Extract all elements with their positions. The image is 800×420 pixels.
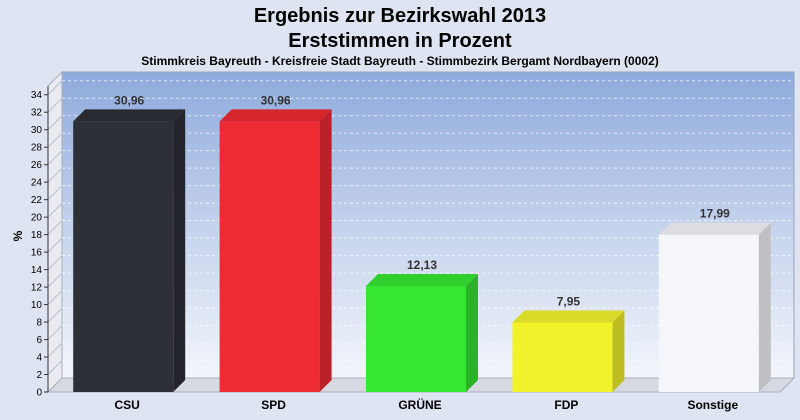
data-label: 12,13 [407, 258, 437, 272]
y-tick-label: 30 [31, 125, 43, 136]
labels: 30,96 CSU 30,96 SPD 12,13 GRÜNE 7,95 FDP 17,99 So… [114, 93, 738, 412]
y-tick-label: 22 [31, 195, 43, 206]
grid-line-side [47, 220, 63, 235]
y-tick-label: 14 [31, 265, 43, 276]
y-tick-label: 34 [31, 90, 43, 101]
y-tick-label: 16 [31, 248, 43, 259]
bar-top [366, 273, 478, 286]
category-label: CSU [115, 398, 140, 412]
bar-front [73, 121, 174, 393]
bar-sonstige [658, 222, 771, 392]
grid-line-side [47, 255, 63, 270]
y-tick-label: 28 [31, 143, 43, 154]
grid-line-side [47, 202, 63, 218]
chart-title: Ergebnis zur Bezirkswahl 2013 [253, 5, 547, 27]
y-tick-label: 12 [31, 283, 43, 294]
category-label: SPD [261, 398, 286, 412]
bar-side [173, 109, 186, 393]
grid-line-side [47, 342, 63, 358]
y-tick-label: 20 [31, 213, 43, 224]
grid-line-side [47, 97, 63, 113]
y-tick-label: 8 [36, 318, 42, 329]
bar-top [73, 109, 186, 122]
bar-csu [73, 109, 186, 393]
y-tick-label: 6 [36, 335, 42, 346]
bar-side [758, 222, 771, 392]
grid-line-side [47, 360, 63, 375]
y-tick-label: 24 [31, 178, 43, 189]
bar-front [366, 285, 466, 392]
bars [73, 109, 771, 393]
bar-side [319, 109, 332, 393]
data-label: 30,96 [114, 93, 144, 107]
bar-top [219, 109, 332, 122]
data-label: 17,99 [700, 207, 730, 221]
bar-top [512, 310, 625, 323]
bar-spd [219, 109, 332, 393]
grid-line-side [47, 237, 63, 253]
grid-line-side [47, 272, 63, 288]
bar-side [466, 273, 478, 392]
grid-line-side [47, 290, 63, 305]
bar-front [219, 121, 320, 393]
y-tick-label: 26 [31, 160, 43, 171]
grid-line-side [47, 132, 63, 148]
grid-line-side [47, 307, 63, 323]
y-tick-label: 4 [36, 353, 42, 364]
bar-fdp [512, 310, 625, 392]
bar-front [512, 322, 613, 392]
grid-line-side [47, 325, 63, 340]
bar-front [658, 234, 759, 392]
y-tick-label: 18 [31, 230, 43, 241]
bar-side [612, 310, 625, 392]
y-tick-label: 10 [31, 300, 43, 311]
bar-grüne [366, 273, 478, 392]
category-label: FDP [554, 398, 578, 412]
y-tick-label: 32 [31, 108, 43, 119]
grid-line-side [47, 167, 63, 183]
grid-line-side [47, 185, 63, 201]
chart-title-line2: Erststimmen in Prozent [288, 30, 512, 52]
bar-top [658, 222, 771, 235]
category-label: GRÜNE [398, 397, 441, 412]
grid-line-side [47, 150, 63, 166]
chart-subtitle: Stimmkreis Bayreuth - Kreisfreie Stadt B… [141, 54, 659, 68]
grid-line-side [47, 115, 63, 131]
category-label: Sonstige [687, 398, 738, 412]
y-tick-label: 2 [36, 370, 42, 381]
grid-line-side [47, 80, 63, 96]
data-label: 7,95 [557, 294, 581, 308]
y-tick-label: 0 [36, 388, 42, 399]
y-axis-label: % [11, 230, 25, 241]
data-label: 30,96 [261, 93, 291, 107]
